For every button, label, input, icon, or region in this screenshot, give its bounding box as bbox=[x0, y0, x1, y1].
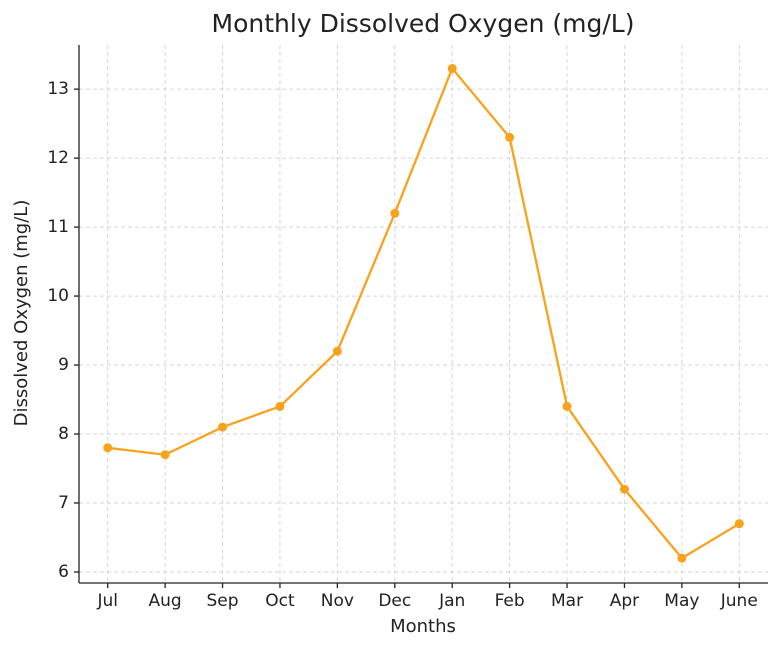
x-axis-label: Months bbox=[390, 616, 456, 637]
data-point bbox=[619, 484, 629, 494]
y-tick-label: 9 bbox=[58, 355, 69, 375]
data-point bbox=[332, 346, 342, 356]
data-point bbox=[447, 63, 457, 73]
plot bbox=[103, 63, 744, 563]
y-tick-label: 8 bbox=[58, 424, 69, 444]
x-tick-label: Dec bbox=[378, 591, 411, 611]
y-tick-label: 10 bbox=[47, 286, 69, 306]
x-tick-label: Sep bbox=[207, 591, 239, 611]
x-tick-label: Mar bbox=[551, 591, 583, 611]
y-tick-label: 12 bbox=[47, 148, 69, 168]
data-point bbox=[390, 208, 400, 218]
y-axis-label: Dissolved Oxygen (mg/L) bbox=[11, 200, 32, 427]
data-point bbox=[505, 132, 515, 142]
chart-title: Monthly Dissolved Oxygen (mg/L) bbox=[212, 9, 635, 38]
y-tick-label: 13 bbox=[47, 79, 69, 99]
data-point bbox=[160, 450, 170, 460]
y-tick-label: 6 bbox=[58, 562, 69, 582]
data-point bbox=[677, 553, 687, 563]
x-tick-label: May bbox=[664, 591, 699, 611]
data-point bbox=[218, 422, 228, 432]
y-tick-label: 7 bbox=[58, 493, 69, 513]
y-tick-label: 11 bbox=[47, 217, 69, 237]
x-tick-label: Apr bbox=[610, 591, 639, 611]
x-tick-label: Oct bbox=[265, 591, 295, 611]
data-line bbox=[107, 67, 740, 560]
data-point bbox=[103, 443, 113, 453]
x-tick-label: Feb bbox=[495, 591, 525, 611]
x-tick-label: Nov bbox=[321, 591, 354, 611]
x-tick-label: Jul bbox=[96, 591, 118, 611]
grid bbox=[79, 45, 768, 583]
data-point bbox=[562, 401, 572, 411]
x-tick-label: June bbox=[720, 591, 758, 611]
data-point bbox=[734, 519, 744, 529]
x-tick-label: Aug bbox=[149, 591, 182, 611]
x-tick-label: Jan bbox=[438, 591, 465, 611]
data-point bbox=[275, 401, 285, 411]
